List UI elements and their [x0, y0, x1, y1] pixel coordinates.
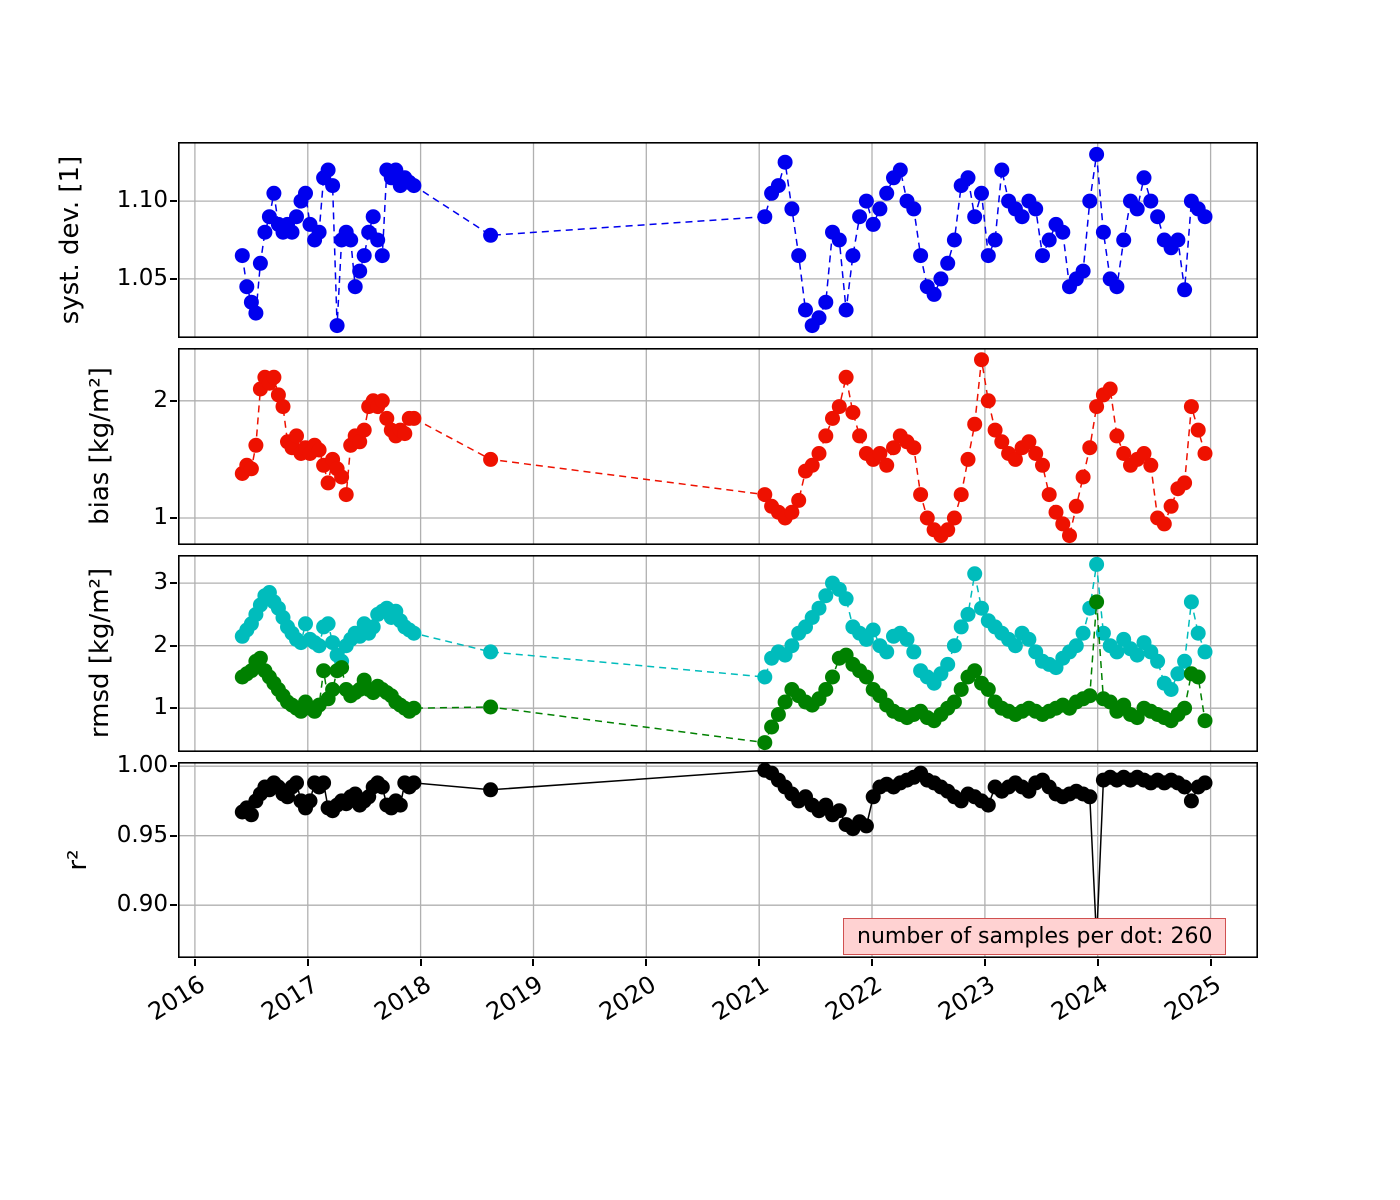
y-tick-mark [170, 200, 177, 203]
x-tick-mark [645, 959, 648, 966]
y-tick-mark [170, 277, 177, 280]
y-tick-mark [170, 834, 177, 837]
x-tick-label: 2017 [255, 970, 323, 1027]
x-tick-label: 2016 [143, 970, 210, 1027]
x-tick-label: 2020 [594, 970, 662, 1027]
x-tick-mark [1209, 959, 1212, 966]
y-tick-label: 3 [153, 569, 168, 596]
y-tick-mark [170, 707, 177, 710]
y-axis-label-rmsd: rmsd [kg/m²] [85, 567, 115, 739]
y-tick-label: 1.10 [116, 187, 168, 214]
y-axis-label-r2: r² [63, 849, 93, 871]
y-tick-label: 1 [153, 504, 168, 531]
x-tick-label: 2021 [707, 970, 775, 1027]
x-tick-mark [758, 959, 761, 966]
x-tick-mark [1096, 959, 1099, 966]
x-tick-mark [306, 959, 309, 966]
x-tick-label: 2023 [933, 970, 1000, 1027]
y-axis-label-syst-dev: syst. dev. [1] [55, 155, 85, 325]
samples-annotation: number of samples per dot: 260 [843, 918, 1227, 955]
x-tick-label: 2022 [820, 970, 887, 1027]
y-tick-mark [170, 644, 177, 647]
y-tick-mark [170, 582, 177, 585]
y-tick-label: 2 [153, 386, 168, 413]
x-tick-mark [871, 959, 874, 966]
y-tick-mark [170, 399, 177, 402]
x-tick-label: 2018 [368, 970, 436, 1027]
y-tick-label: 2 [153, 631, 168, 658]
y-tick-mark [170, 765, 177, 768]
y-tick-label: 0.90 [116, 891, 168, 918]
panel-rmsd [178, 555, 1258, 752]
x-tick-label: 2024 [1045, 970, 1113, 1027]
y-tick-mark [170, 517, 177, 520]
x-tick-mark [193, 959, 196, 966]
panel-syst-dev [178, 142, 1258, 338]
y-tick-label: 0.95 [116, 821, 168, 848]
x-tick-mark [983, 959, 986, 966]
x-tick-label: 2025 [1158, 970, 1226, 1027]
x-tick-mark [419, 959, 422, 966]
y-axis-label-bias: bias [kg/m²] [85, 367, 115, 525]
y-tick-mark [170, 904, 177, 907]
x-tick-mark [532, 959, 535, 966]
y-tick-label: 1 [153, 694, 168, 721]
y-tick-label: 1.00 [116, 752, 168, 779]
x-tick-label: 2019 [481, 970, 549, 1027]
panel-bias [178, 348, 1258, 545]
y-tick-label: 1.05 [116, 264, 168, 291]
